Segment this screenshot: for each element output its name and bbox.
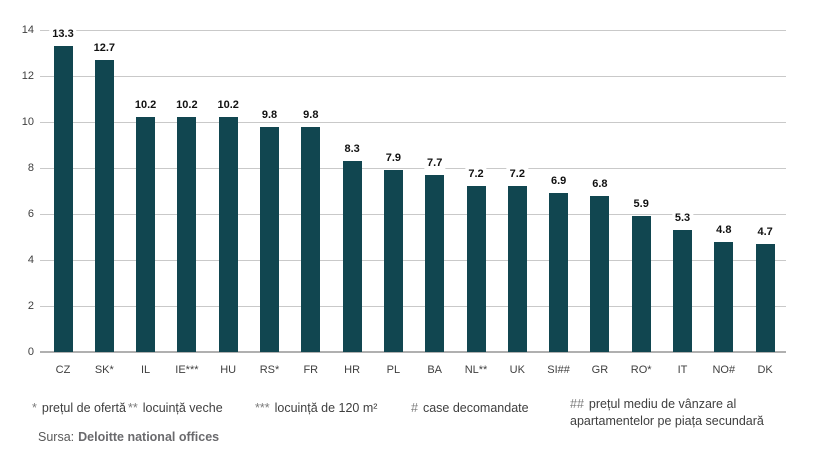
x-category-label: IL — [141, 364, 151, 376]
bar-value-label: 6.9 — [547, 174, 570, 188]
gridline — [40, 260, 786, 261]
bar-value-label: 7.7 — [424, 156, 446, 170]
bar-value-label: 13.3 — [49, 27, 77, 41]
footnote-marker: # — [411, 401, 418, 415]
source-line: Sursa: Deloitte national offices — [38, 430, 219, 444]
bar — [383, 170, 403, 352]
x-category-label: PL — [386, 364, 401, 376]
bar — [466, 186, 486, 352]
y-tick-label: 14 — [21, 24, 34, 36]
bar — [714, 242, 734, 352]
bar-value-label: 4.8 — [713, 223, 735, 237]
gridline — [40, 306, 786, 307]
bar-value-label: 7.2 — [465, 167, 487, 181]
bar — [218, 117, 238, 352]
footnote-marker: *** — [255, 401, 270, 415]
bar-value-label: 5.9 — [630, 197, 652, 211]
y-tick-label: 6 — [27, 208, 34, 220]
bar — [507, 186, 527, 352]
bar — [755, 244, 775, 352]
y-tick-label: 8 — [27, 162, 34, 174]
bar — [53, 46, 73, 352]
bar — [673, 230, 692, 352]
y-tick-label: 12 — [21, 70, 34, 82]
footnote-text: prețul mediu de vânzare al apartamentelo… — [570, 397, 764, 428]
gridline — [40, 76, 786, 77]
x-category-label: IT — [677, 364, 688, 376]
gridline — [40, 168, 786, 169]
bar — [342, 161, 362, 352]
x-category-label: GR — [591, 364, 609, 376]
y-tick-label: 0 — [27, 346, 34, 358]
footnote-text: locuință de 120 m² — [274, 401, 378, 415]
bar-value-label: 12.7 — [90, 41, 119, 55]
bar — [260, 127, 279, 352]
bar-value-label: 9.8 — [258, 108, 281, 122]
footnote-text: locuință veche — [142, 401, 223, 415]
x-category-label: NL** — [464, 364, 488, 376]
bar — [94, 60, 114, 352]
x-axis-line — [40, 351, 786, 353]
gridline — [40, 30, 786, 31]
bar-value-label: 5.3 — [671, 211, 694, 225]
x-category-label: HR — [344, 364, 361, 376]
footnote-marker: ** — [128, 401, 138, 415]
bar — [631, 216, 651, 352]
source-value: Deloitte national offices — [78, 430, 220, 444]
footnote-item: ** locuință veche — [128, 400, 223, 417]
bar-value-label: 7.2 — [506, 167, 528, 181]
footnote-item: * prețul de ofertă — [32, 400, 126, 417]
x-category-label: NO# — [712, 364, 736, 376]
bar — [136, 117, 156, 352]
footnote-item: *** locuință de 120 m² — [255, 400, 377, 417]
x-category-label: DK — [757, 364, 773, 376]
bar — [425, 175, 445, 352]
bar — [177, 117, 197, 352]
bar-value-label: 7.9 — [382, 151, 405, 165]
bar — [301, 127, 321, 352]
footnote-marker: ## — [570, 397, 584, 411]
bar — [549, 193, 569, 352]
x-category-label: FR — [303, 364, 319, 376]
footnote-item: ## prețul mediu de vânzare al apartamente… — [570, 396, 785, 430]
x-category-label: BA — [427, 364, 443, 376]
footnote-item: # case decomandate — [411, 400, 529, 417]
source-label: Sursa: — [38, 430, 75, 444]
y-tick-label: 10 — [21, 116, 34, 128]
x-category-label: CZ — [55, 364, 71, 376]
footnote-marker: * — [32, 401, 37, 415]
bar-value-label: 9.8 — [300, 108, 322, 122]
y-tick-label: 4 — [27, 254, 34, 266]
bar-value-label: 10.2 — [131, 98, 160, 112]
gridline — [40, 214, 786, 215]
y-tick-label: 2 — [27, 300, 34, 312]
footnote-text: case decomandate — [422, 401, 529, 415]
x-category-label: SI## — [547, 364, 570, 376]
bar-value-label: 6.8 — [589, 177, 611, 191]
x-category-label: IE*** — [175, 364, 199, 376]
bar-value-label: 4.7 — [754, 225, 776, 239]
bar-value-label: 10.2 — [214, 98, 242, 112]
bar-value-label: 8.3 — [341, 142, 363, 156]
x-category-label: RS* — [259, 364, 280, 376]
x-category-label: RO* — [630, 364, 652, 376]
bar-value-label: 10.2 — [173, 98, 201, 112]
x-category-label: UK — [509, 364, 525, 376]
footnote-text: prețul de ofertă — [41, 401, 126, 415]
gridline — [40, 122, 786, 123]
x-category-label: HU — [220, 364, 237, 376]
x-category-label: SK* — [94, 364, 114, 376]
bar — [590, 196, 610, 352]
